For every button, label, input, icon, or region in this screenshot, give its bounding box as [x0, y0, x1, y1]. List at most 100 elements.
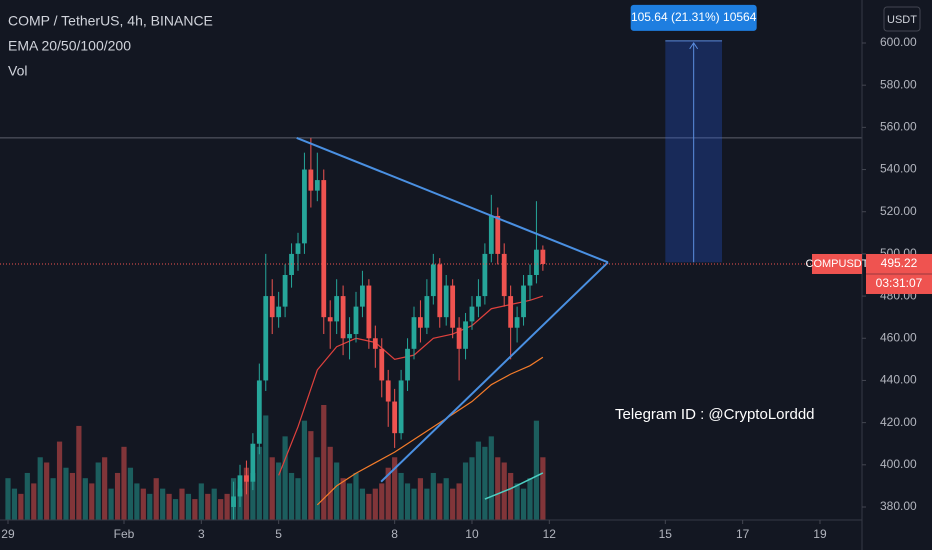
- volume-bar: [443, 478, 449, 520]
- target-arrow-head: [689, 41, 699, 50]
- volume-bar: [295, 478, 301, 520]
- last-price-label: 495.22: [881, 256, 918, 270]
- candle-body: [237, 475, 243, 497]
- candle-body: [269, 296, 275, 318]
- candle-body: [456, 327, 462, 349]
- candle-body: [469, 306, 475, 322]
- candle-body: [495, 215, 501, 254]
- volume-bar: [24, 472, 30, 520]
- y-tick-label: 540.00: [880, 162, 917, 176]
- y-tick-label: 420.00: [880, 415, 917, 429]
- x-tick-label: 5: [275, 527, 282, 541]
- candle-body: [340, 296, 346, 339]
- candle-body: [282, 274, 288, 307]
- candle-body: [263, 296, 269, 381]
- volume-bar: [89, 483, 95, 520]
- volume-bar: [50, 478, 56, 520]
- volume-bar: [11, 488, 18, 520]
- last-price-box: [866, 253, 932, 294]
- ema-line: [316, 356, 544, 506]
- volume-bar: [353, 472, 359, 520]
- candle-body: [256, 380, 262, 444]
- volume-bar: [462, 462, 469, 520]
- indicator-label: EMA 20/50/100/200: [8, 38, 131, 54]
- volume-bar: [404, 483, 411, 520]
- volume-bar: [198, 483, 204, 520]
- volume-bar: [372, 488, 378, 520]
- candle-body: [385, 380, 391, 402]
- y-axis-unit: USDT: [887, 14, 917, 26]
- volume-bar: [469, 457, 475, 520]
- volume-bar: [172, 499, 179, 520]
- y-tick-label: 380.00: [880, 499, 917, 513]
- volume-bar: [540, 457, 546, 520]
- candle-body: [295, 243, 301, 254]
- unit-badge[interactable]: [883, 6, 921, 32]
- volume-ma-line: [484, 472, 544, 500]
- candle-body: [405, 348, 410, 381]
- volume-bar: [340, 478, 346, 520]
- x-tick-label: Feb: [114, 527, 135, 541]
- candle-body: [463, 321, 468, 349]
- volume-bar: [276, 462, 282, 520]
- volume-bar: [140, 488, 146, 520]
- volume-bar: [533, 420, 540, 520]
- candle-body: [540, 249, 546, 264]
- volume-bar: [282, 436, 288, 520]
- x-tick-label: 17: [736, 527, 750, 541]
- plot-area: Telegram ID : @CryptoLorddd: [0, 40, 862, 520]
- volume-bar: [430, 472, 436, 520]
- y-tick-label: 560.00: [880, 120, 917, 134]
- candle-body: [476, 296, 481, 307]
- candle-body: [482, 253, 488, 297]
- candle-body: [501, 253, 507, 297]
- axes: 380.00400.00420.00440.00460.00480.00500.…: [1, 35, 917, 541]
- volume-bar: [520, 488, 527, 520]
- volume-bar: [482, 446, 488, 520]
- volume-bar: [385, 467, 391, 520]
- x-tick-label: 29: [1, 527, 15, 541]
- candle-body: [327, 317, 333, 322]
- volume-bar: [224, 493, 230, 520]
- candle-body: [411, 317, 417, 349]
- y-tick-label: 600.00: [880, 35, 917, 49]
- candle-body: [430, 264, 436, 297]
- candle-body: [527, 274, 533, 286]
- candle-body: [488, 215, 494, 254]
- volume-bar: [211, 488, 217, 520]
- y-tick-label: 400.00: [880, 457, 917, 471]
- candle-body: [250, 443, 256, 482]
- symbol-label: COMPUSDT: [806, 258, 869, 270]
- y-tick-label: 520.00: [880, 204, 917, 218]
- candle-body: [314, 180, 320, 191]
- y-tick-label: 440.00: [880, 373, 917, 387]
- volume-bar: [321, 405, 327, 520]
- volume-bar: [147, 493, 153, 520]
- volume-bar: [424, 488, 430, 520]
- volume-bar: [5, 478, 11, 520]
- volume-bar: [263, 415, 269, 520]
- volume-bar: [508, 472, 514, 520]
- countdown-label: 03:31:07: [876, 276, 923, 290]
- volume-bar: [108, 488, 114, 520]
- volume-bar: [76, 425, 82, 520]
- volume-bar: [63, 467, 69, 520]
- volume-bar: [437, 483, 443, 520]
- volume-bar: [359, 488, 366, 520]
- volume-bar: [179, 488, 185, 520]
- candle-body: [302, 169, 307, 244]
- candle-body: [534, 249, 539, 275]
- candle-body: [450, 285, 456, 328]
- volume-bar: [514, 483, 520, 520]
- volume-bar: [166, 493, 172, 520]
- volume-bar: [102, 457, 108, 520]
- trendline: [296, 136, 609, 264]
- candle-body: [443, 285, 449, 318]
- candle-body: [372, 338, 378, 349]
- volume-bar: [379, 483, 385, 520]
- volume-bar: [398, 472, 404, 520]
- volume-bar: [37, 457, 43, 520]
- volume-bar: [31, 483, 37, 520]
- volume-bar: [288, 472, 295, 520]
